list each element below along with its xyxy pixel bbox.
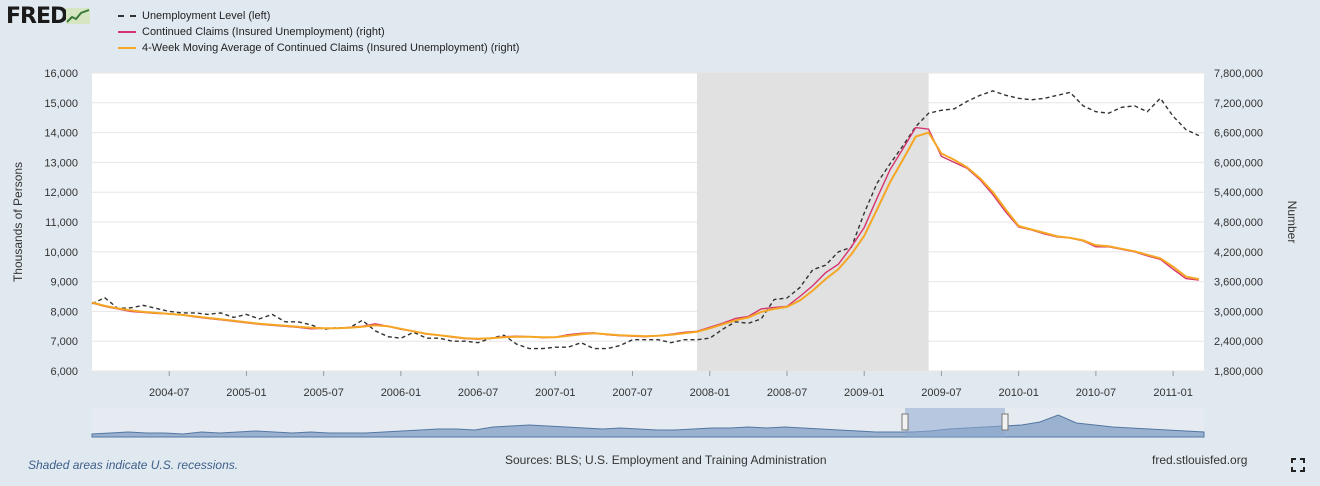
y-tick-right: 3,000,000	[1214, 306, 1263, 318]
legend-item-unemployment-level[interactable]: Unemployment Level (left)	[118, 8, 519, 24]
site-link[interactable]: fred.stlouisfed.org	[1152, 453, 1248, 467]
navigator-handle-right[interactable]	[1001, 413, 1009, 431]
y-tick-left: 11,000	[45, 217, 78, 229]
y-tick-left: 12,000	[44, 187, 78, 199]
chart-icon	[66, 8, 90, 24]
y-tick-right: 4,200,000	[1214, 247, 1263, 259]
x-tick: 2010-01	[998, 387, 1038, 399]
legend-label: 4-Week Moving Average of Continued Claim…	[142, 42, 520, 54]
y-tick-left: 10,000	[44, 247, 78, 259]
legend-label: Continued Claims (Insured Unemployment) …	[142, 26, 385, 38]
navigator-selection[interactable]	[905, 408, 1005, 437]
y-tick-left: 13,000	[44, 157, 78, 169]
y-tick-left: 6,000	[50, 366, 78, 378]
chart-legend: Unemployment Level (left) Continued Clai…	[118, 8, 519, 56]
y-tick-left: 7,000	[50, 336, 78, 348]
x-tick: 2005-01	[226, 387, 266, 399]
x-tick: 2009-01	[844, 387, 884, 399]
y-tick-right: 4,800,000	[1214, 217, 1263, 229]
legend-swatch-dashed	[118, 15, 136, 17]
y-tick-right: 7,200,000	[1214, 98, 1263, 110]
legend-item-moving-average[interactable]: 4-Week Moving Average of Continued Claim…	[118, 40, 519, 56]
y-tick-right: 1,800,000	[1214, 366, 1263, 378]
y-tick-left: 15,000	[44, 98, 78, 110]
series-line-unemployment-level[interactable]	[91, 90, 1200, 350]
x-tick: 2004-07	[149, 387, 189, 399]
y-axis-right-title: Number	[1285, 201, 1299, 244]
x-tick: 2010-07	[1076, 387, 1116, 399]
source-note: Sources: BLS; U.S. Employment and Traini…	[505, 453, 827, 467]
series-line-moving-average[interactable]	[91, 131, 1200, 340]
x-tick: 2009-07	[921, 387, 961, 399]
x-tick: 2008-01	[690, 387, 730, 399]
y-tick-right: 2,400,000	[1214, 336, 1263, 348]
navigator-handle-left[interactable]	[901, 413, 909, 431]
y-axis-left-title: Thousands of Persons	[11, 162, 25, 282]
x-tick: 2008-07	[767, 387, 807, 399]
x-tick: 2006-07	[458, 387, 498, 399]
y-tick-left: 14,000	[44, 128, 78, 140]
y-tick-right: 6,600,000	[1214, 128, 1263, 140]
legend-swatch-orange	[118, 47, 136, 49]
recession-shade	[696, 73, 929, 371]
legend-swatch-red	[118, 31, 136, 33]
recession-note: Shaded areas indicate U.S. recessions.	[28, 458, 239, 472]
brand-wordmark: FRED	[6, 4, 68, 29]
x-tick: 2011-01	[1153, 387, 1193, 399]
y-tick-left: 8,000	[50, 306, 78, 318]
range-navigator[interactable]	[91, 408, 1205, 438]
legend-label: Unemployment Level (left)	[142, 10, 271, 22]
y-tick-right: 5,400,000	[1214, 187, 1263, 199]
fred-logo[interactable]: FRED	[6, 4, 126, 34]
legend-item-continued-claims[interactable]: Continued Claims (Insured Unemployment) …	[118, 24, 519, 40]
x-tick: 2006-01	[381, 387, 421, 399]
y-tick-left: 9,000	[50, 277, 78, 289]
y-tick-right: 7,800,000	[1214, 68, 1263, 80]
x-tick: 2007-01	[535, 387, 575, 399]
fullscreen-icon[interactable]	[1291, 458, 1305, 472]
y-tick-right: 6,000,000	[1214, 157, 1263, 169]
y-tick-left: 16,000	[44, 68, 78, 80]
y-tick-right: 3,600,000	[1214, 277, 1263, 289]
x-tick: 2005-07	[303, 387, 343, 399]
x-tick: 2007-07	[612, 387, 652, 399]
